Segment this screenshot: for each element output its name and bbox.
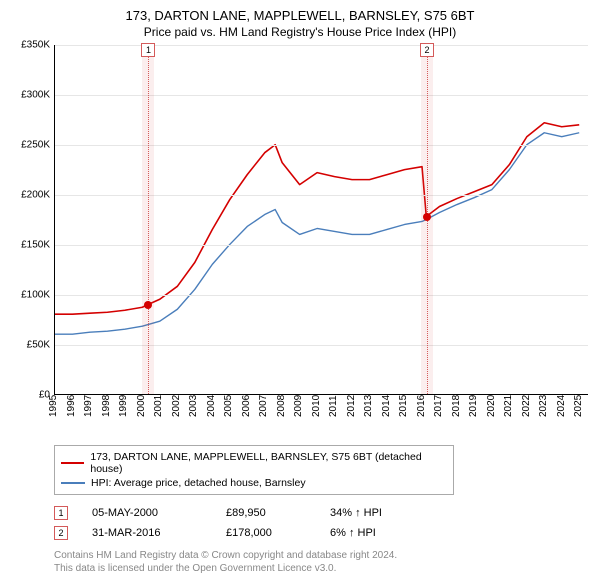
x-tick-label: 2015	[398, 395, 409, 417]
sale-row-delta: 6% ↑ HPI	[330, 527, 376, 539]
x-tick-label: 2022	[521, 395, 532, 417]
legend-label-hpi: HPI: Average price, detached house, Barn…	[91, 477, 306, 489]
y-tick-label: £250K	[21, 140, 50, 151]
sale-row-num: 2	[54, 526, 68, 540]
x-tick-label: 2009	[293, 395, 304, 417]
gridline	[55, 345, 588, 346]
gridline	[55, 45, 588, 46]
y-axis: £0£50K£100K£150K£200K£250K£300K£350K	[12, 45, 54, 415]
sale-rows: 1 05-MAY-2000 £89,950 34% ↑ HPI 2 31-MAR-2016…	[54, 503, 588, 543]
x-tick-label: 2024	[556, 395, 567, 417]
gridline	[55, 145, 588, 146]
sale-row: 1 05-MAY-2000 £89,950 34% ↑ HPI	[54, 503, 588, 523]
chart-area: £0£50K£100K£150K£200K£250K£300K£350K 12 …	[12, 45, 588, 415]
sale-row-price: £89,950	[226, 507, 306, 519]
x-tick-label: 2007	[258, 395, 269, 417]
chart-subtitle: Price paid vs. HM Land Registry's House …	[12, 25, 588, 39]
x-tick-label: 1995	[48, 395, 59, 417]
x-tick-label: 2023	[538, 395, 549, 417]
sale-row-num: 1	[54, 506, 68, 520]
sale-vline	[148, 45, 149, 394]
gridline	[55, 245, 588, 246]
x-tick-label: 2019	[468, 395, 479, 417]
legend-row-property: 173, DARTON LANE, MAPPLEWELL, BARNSLEY, …	[61, 450, 447, 476]
x-tick-label: 2010	[311, 395, 322, 417]
sale-row-date: 05-MAY-2000	[92, 507, 202, 519]
x-tick-label: 1999	[118, 395, 129, 417]
x-tick-label: 2011	[328, 395, 339, 417]
x-tick-label: 1998	[101, 395, 112, 417]
sale-dot	[144, 301, 152, 309]
x-tick-label: 2016	[416, 395, 427, 417]
x-tick-label: 2000	[136, 395, 147, 417]
legend-swatch-hpi	[61, 482, 85, 484]
x-tick-label: 2013	[363, 395, 374, 417]
footnote-line-1: Contains HM Land Registry data © Crown c…	[54, 549, 588, 562]
footnote-line-2: This data is licensed under the Open Gov…	[54, 562, 588, 575]
legend: 173, DARTON LANE, MAPPLEWELL, BARNSLEY, …	[54, 445, 454, 495]
series-property-line	[55, 123, 579, 314]
legend-label-property: 173, DARTON LANE, MAPPLEWELL, BARNSLEY, …	[90, 451, 447, 475]
sale-dot	[423, 213, 431, 221]
x-tick-label: 2002	[171, 395, 182, 417]
chart-title: 173, DARTON LANE, MAPPLEWELL, BARNSLEY, …	[12, 8, 588, 23]
x-tick-label: 2008	[276, 395, 287, 417]
x-tick-label: 2003	[188, 395, 199, 417]
y-tick-label: £150K	[21, 240, 50, 251]
x-tick-label: 2005	[223, 395, 234, 417]
sale-row-price: £178,000	[226, 527, 306, 539]
x-tick-label: 2001	[153, 395, 164, 417]
sale-row-date: 31-MAR-2016	[92, 527, 202, 539]
x-tick-label: 1996	[66, 395, 77, 417]
legend-swatch-property	[61, 462, 84, 464]
x-tick-label: 2012	[346, 395, 357, 417]
line-layer	[55, 45, 588, 394]
sale-row-delta: 34% ↑ HPI	[330, 507, 382, 519]
gridline	[55, 95, 588, 96]
series-hpi-line	[55, 133, 579, 334]
x-tick-label: 2004	[206, 395, 217, 417]
legend-row-hpi: HPI: Average price, detached house, Barn…	[61, 476, 447, 490]
footnote: Contains HM Land Registry data © Crown c…	[54, 549, 588, 575]
y-tick-label: £300K	[21, 90, 50, 101]
plot-region: 12	[54, 45, 588, 395]
x-axis: 1995199619971998199920002001200220032004…	[54, 395, 588, 425]
gridline	[55, 295, 588, 296]
x-tick-label: 2021	[503, 395, 514, 417]
y-tick-label: £50K	[27, 340, 50, 351]
y-tick-label: £100K	[21, 290, 50, 301]
sale-marker-box: 1	[141, 43, 155, 57]
sale-marker-box: 2	[420, 43, 434, 57]
gridline	[55, 195, 588, 196]
x-tick-label: 1997	[83, 395, 94, 417]
x-tick-label: 2020	[486, 395, 497, 417]
x-tick-label: 2017	[433, 395, 444, 417]
sale-row: 2 31-MAR-2016 £178,000 6% ↑ HPI	[54, 523, 588, 543]
x-tick-label: 2014	[381, 395, 392, 417]
x-tick-label: 2025	[573, 395, 584, 417]
y-tick-label: £200K	[21, 190, 50, 201]
y-tick-label: £350K	[21, 40, 50, 51]
x-tick-label: 2018	[451, 395, 462, 417]
x-tick-label: 2006	[241, 395, 252, 417]
